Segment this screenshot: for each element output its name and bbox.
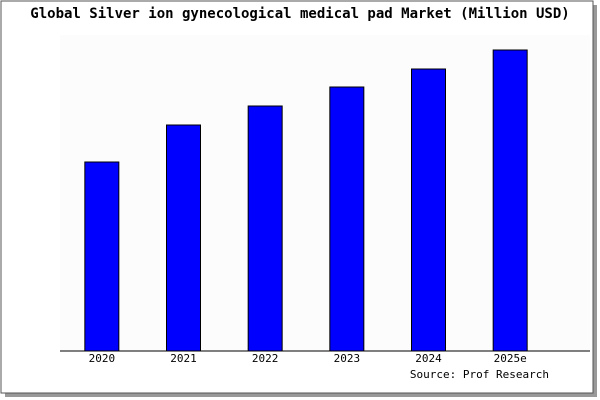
bar [329,86,365,352]
bar [247,105,283,352]
bar [411,68,446,352]
x-tick-label: 2021 [170,352,197,365]
bar [492,49,528,352]
x-tick-label: 2020 [89,352,116,365]
x-tick-label: 2024 [415,352,442,365]
x-tick-label: 2022 [252,352,279,365]
bar [166,124,201,352]
x-tick-label: 2023 [334,352,361,365]
chart-title: Global Silver ion gynecological medical … [30,6,569,22]
x-tick-label: 2025e [494,352,527,365]
bar [84,161,120,352]
source-note: Source: Prof Research [410,368,549,381]
